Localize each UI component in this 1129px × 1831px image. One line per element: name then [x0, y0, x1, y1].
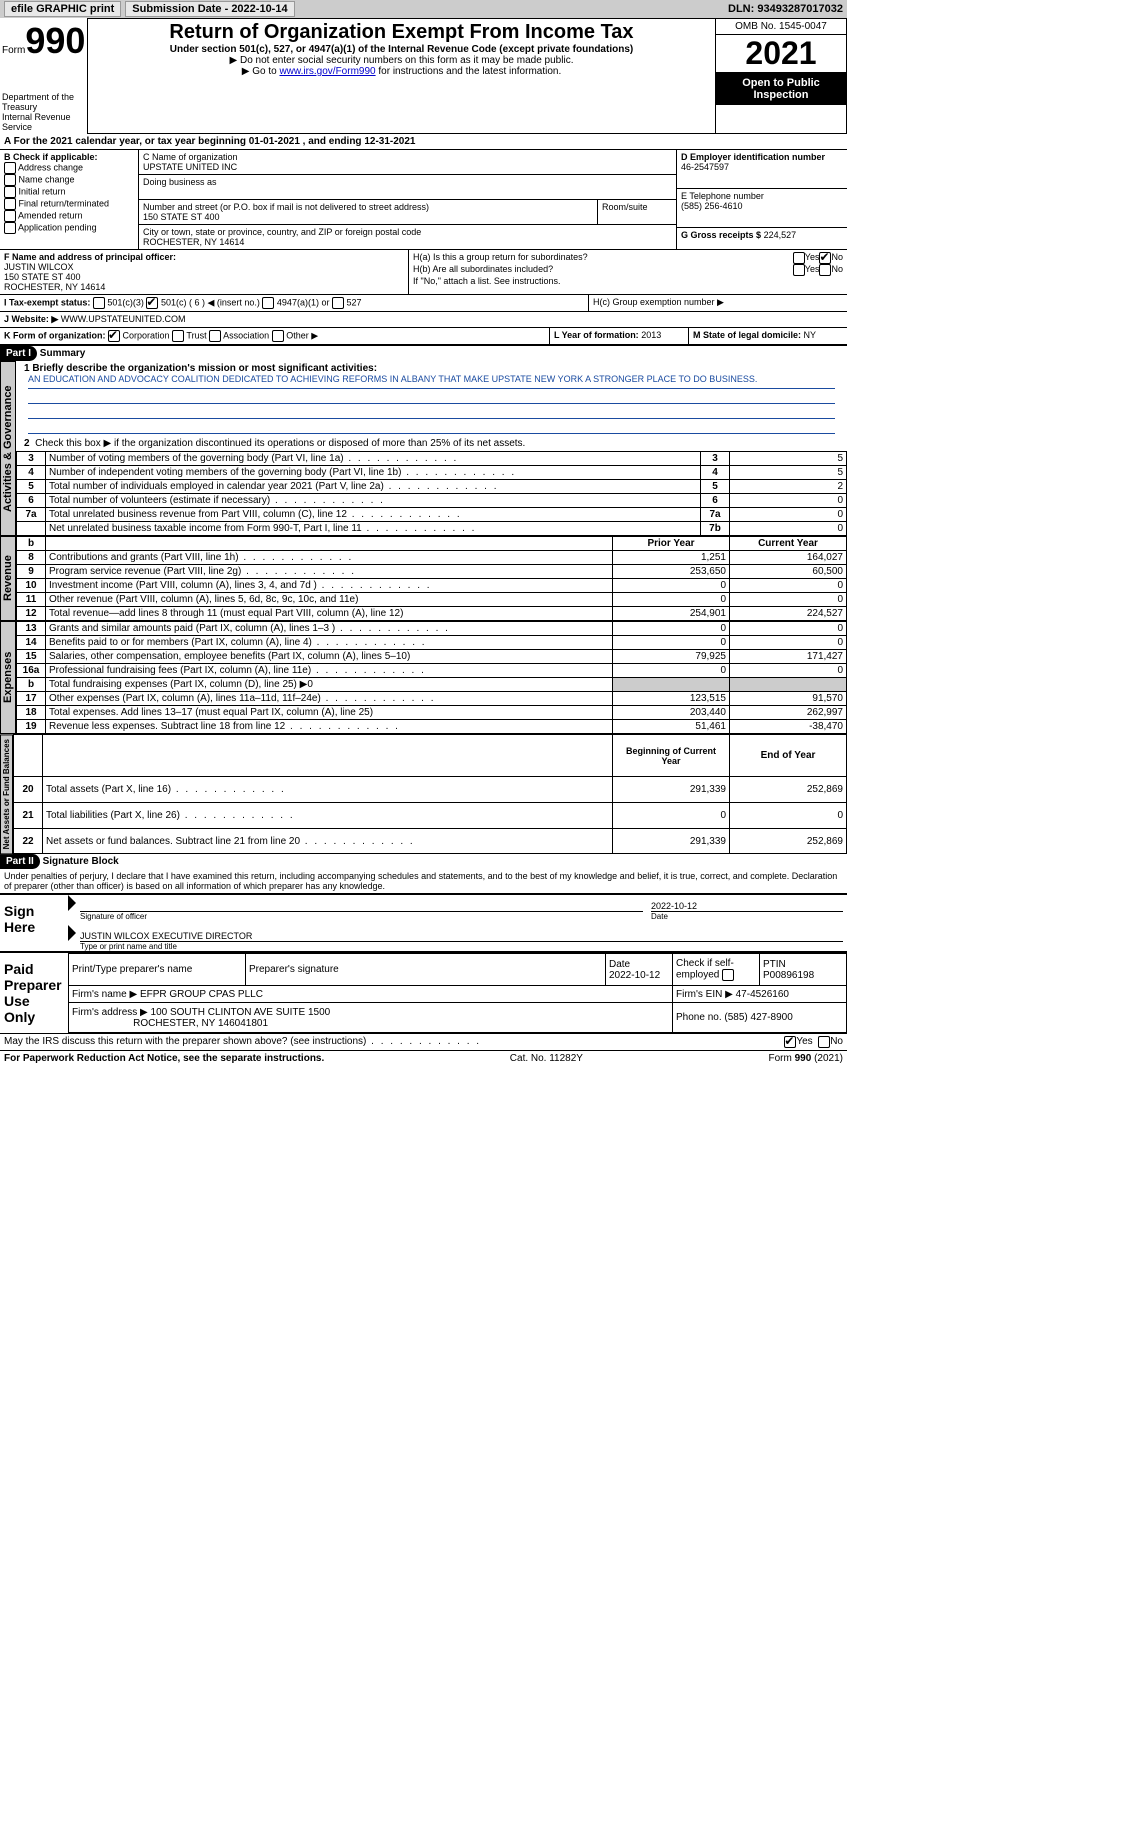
footer: For Paperwork Reduction Act Notice, see …: [0, 1050, 847, 1066]
org-name: UPSTATE UNITED INC: [143, 162, 237, 172]
part2-header: Part II Signature Block: [0, 854, 847, 869]
declaration: Under penalties of perjury, I declare th…: [0, 869, 847, 893]
tab-expenses: Expenses: [0, 621, 16, 734]
tab-activities: Activities & Governance: [0, 361, 16, 536]
period-line: A For the 2021 calendar year, or tax yea…: [0, 134, 847, 149]
expenses-table: 13Grants and similar amounts paid (Part …: [16, 621, 847, 734]
gov-table: 3Number of voting members of the governi…: [16, 451, 847, 536]
tab-netassets: Net Assets or Fund Balances: [0, 734, 13, 854]
submission-date-button[interactable]: Submission Date - 2022-10-14: [125, 1, 294, 17]
discuss-line: May the IRS discuss this return with the…: [0, 1033, 847, 1050]
netassets-table: Beginning of Current YearEnd of Year 20T…: [13, 734, 847, 854]
dln-label: DLN: 93493287017032: [728, 3, 843, 15]
tab-revenue: Revenue: [0, 536, 16, 621]
section-h: H(a) Is this a group return for subordin…: [408, 250, 847, 294]
header-title-block: Return of Organization Exempt From Incom…: [88, 19, 715, 133]
irs-link[interactable]: www.irs.gov/Form990: [279, 66, 375, 77]
header-right: OMB No. 1545-0047 2021 Open to Public In…: [715, 19, 846, 133]
efile-button[interactable]: efile GRAPHIC print: [4, 1, 121, 17]
section-f: F Name and address of principal officer:…: [0, 250, 408, 294]
section-b: B Check if applicable: Address change Na…: [0, 150, 138, 249]
sign-here-block: Sign Here Signature of officer 2022-10-1…: [0, 893, 847, 951]
mission: 1 Briefly describe the organization's mi…: [16, 361, 847, 436]
revenue-table: bPrior YearCurrent Year 8Contributions a…: [16, 536, 847, 621]
form-id-block: Form990 Department of the Treasury Inter…: [0, 18, 87, 134]
paid-preparer-block: Paid Preparer Use Only Print/Type prepar…: [0, 951, 847, 1033]
section-i: I Tax-exempt status: 501(c)(3) 501(c) ( …: [0, 295, 588, 311]
topbar: efile GRAPHIC print Submission Date - 20…: [0, 0, 847, 18]
part1-header: Part I Summary: [0, 346, 847, 361]
website-link[interactable]: WWW.UPSTATEUNITED.COM: [58, 314, 185, 324]
section-deg: D Employer identification number46-25475…: [676, 150, 847, 249]
